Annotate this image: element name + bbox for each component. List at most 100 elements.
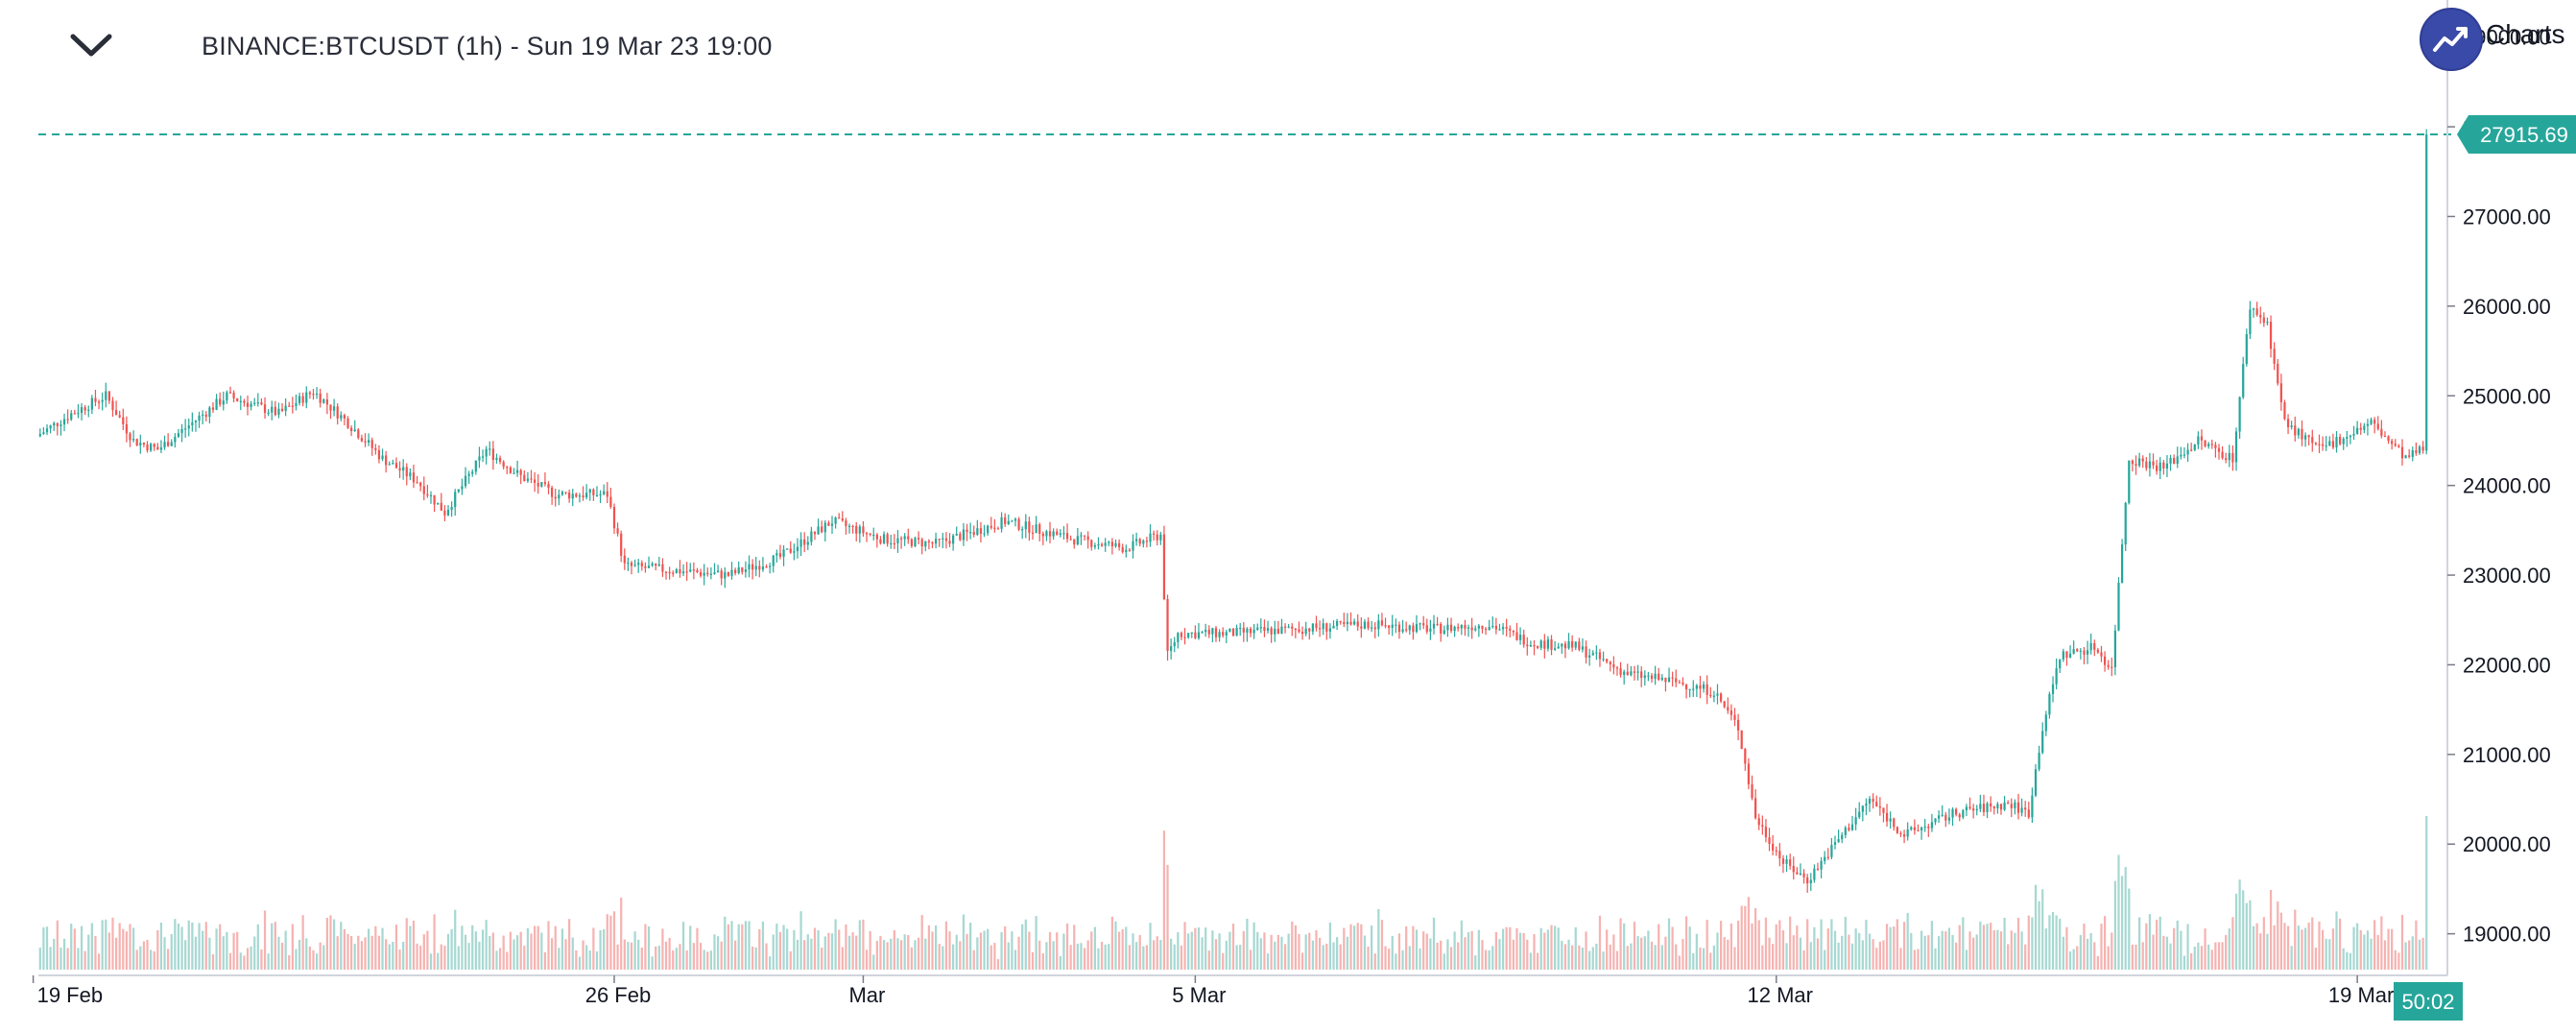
candle xyxy=(1205,623,1207,637)
candle xyxy=(955,526,958,537)
candle xyxy=(243,398,246,407)
candle xyxy=(578,492,582,503)
volume-bar xyxy=(392,941,394,970)
volume-bar xyxy=(2228,928,2230,970)
volume-bar xyxy=(1353,925,1356,970)
chevron-down-icon[interactable] xyxy=(67,27,115,65)
volume-bar xyxy=(1990,923,1992,970)
candle xyxy=(938,538,941,547)
volume-bar xyxy=(1744,905,1747,970)
volume-bar xyxy=(1868,933,1872,970)
volume-bar xyxy=(769,956,772,970)
volume-bar xyxy=(1585,931,1587,970)
volume-bar xyxy=(409,925,412,970)
candle xyxy=(2283,399,2286,420)
candle xyxy=(2262,312,2265,327)
volume-bar xyxy=(1889,926,1892,970)
candle xyxy=(1854,807,1857,830)
volume-bar xyxy=(239,952,242,970)
volume-bar xyxy=(222,936,225,970)
volume-bar xyxy=(2408,940,2411,970)
volume-bar xyxy=(2356,923,2359,970)
volume-bar xyxy=(2180,930,2182,970)
volume-bar xyxy=(1231,924,1235,970)
candle xyxy=(855,521,858,541)
candle xyxy=(2024,801,2027,817)
candle xyxy=(1464,619,1467,637)
volume-bar xyxy=(1477,929,1480,970)
volume-bar xyxy=(1183,922,1186,970)
candle xyxy=(1259,618,1262,634)
volume-bar xyxy=(1658,924,1660,970)
volume-bar xyxy=(1328,922,1332,970)
volume-bar xyxy=(699,943,703,970)
price-tick-label: 21000.00 xyxy=(2463,743,2551,767)
candle xyxy=(422,476,425,501)
candle xyxy=(1280,618,1283,635)
volume-bar xyxy=(2366,930,2370,970)
volume-bar xyxy=(568,919,571,970)
volume-bar xyxy=(1356,923,1359,970)
volume-bar xyxy=(1384,946,1387,970)
volume-bar xyxy=(1170,938,1173,970)
volume-bar xyxy=(2113,880,2117,970)
candle xyxy=(426,484,429,498)
volume-bar xyxy=(1567,939,1570,970)
volume-bar xyxy=(90,923,93,970)
candle xyxy=(1304,621,1307,637)
volume-bar xyxy=(1550,925,1553,970)
candle xyxy=(2055,658,2058,690)
candle xyxy=(1640,666,1643,687)
candle xyxy=(1529,640,1533,647)
volume-bar xyxy=(578,956,582,970)
candle xyxy=(751,559,754,580)
candle xyxy=(1363,618,1367,630)
candle xyxy=(446,505,450,516)
volume-bar xyxy=(437,952,440,970)
candle xyxy=(1982,794,1986,817)
volume-bar xyxy=(446,933,450,970)
candle xyxy=(1222,627,1225,638)
candle xyxy=(1543,634,1546,659)
volume-bar xyxy=(2303,927,2307,970)
volume-bar xyxy=(1872,939,1874,970)
volume-bar xyxy=(1574,926,1577,970)
candle xyxy=(1488,619,1491,631)
volume-bar xyxy=(806,934,809,970)
volume-bar xyxy=(2376,934,2379,970)
candle xyxy=(1059,529,1061,538)
volume-bar xyxy=(993,943,996,970)
volume-bar xyxy=(236,931,239,970)
last-price-label: 27915.69 xyxy=(2457,114,2576,154)
volume-bar xyxy=(959,941,962,970)
candle xyxy=(2346,430,2349,447)
volume-bar xyxy=(253,936,256,970)
trend-chart-icon[interactable] xyxy=(2420,8,2483,71)
candle xyxy=(2031,787,2034,824)
volume-bar xyxy=(2068,951,2072,970)
candle xyxy=(620,530,623,563)
candle xyxy=(1986,802,1989,819)
volume-bar xyxy=(775,924,778,970)
volume-bar xyxy=(1709,952,1712,970)
volume-bar xyxy=(523,946,526,970)
candle xyxy=(1757,813,1760,830)
candle xyxy=(1377,613,1380,637)
candle xyxy=(2387,435,2390,444)
candle xyxy=(2397,444,2400,448)
volume-bar xyxy=(464,934,467,970)
volume-bar xyxy=(2079,934,2082,970)
volume-bar xyxy=(592,927,595,970)
volume-bar xyxy=(789,950,792,970)
volume-bar xyxy=(952,944,955,970)
candle xyxy=(1335,618,1339,631)
volume-bar xyxy=(370,935,373,970)
candle xyxy=(630,561,633,575)
candle xyxy=(174,433,177,448)
candle xyxy=(506,466,509,474)
candle xyxy=(2156,460,2159,475)
candle xyxy=(1658,667,1660,682)
volume-bar xyxy=(2425,816,2428,970)
candle xyxy=(609,487,612,509)
volume-bar xyxy=(1266,953,1270,970)
